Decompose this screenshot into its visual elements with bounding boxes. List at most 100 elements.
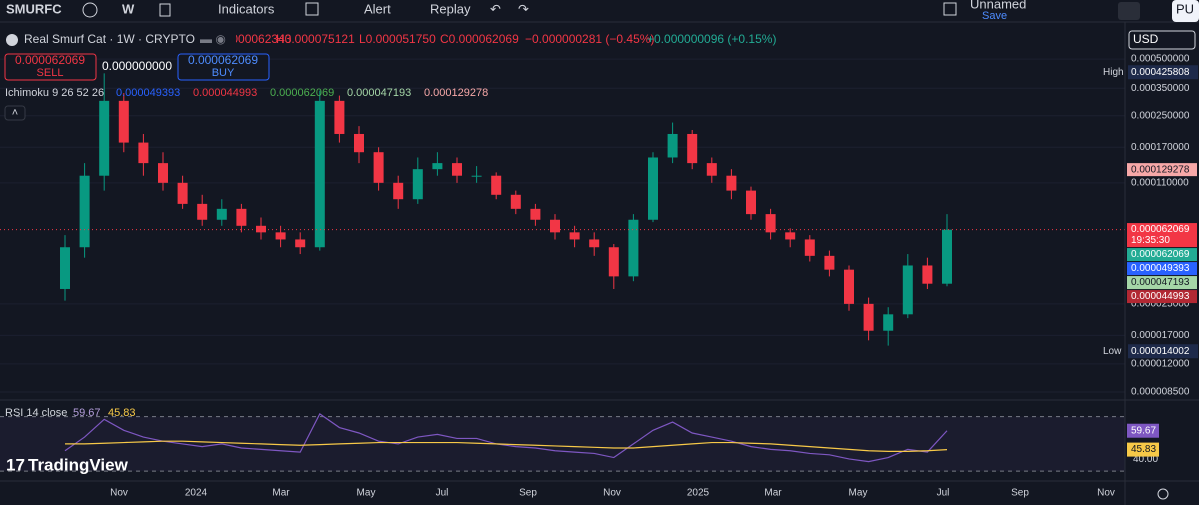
x-tick-label: Sep xyxy=(519,488,537,499)
candle-body xyxy=(765,214,776,233)
layout-name[interactable]: Unnamed xyxy=(970,0,1026,11)
ichimoku-value: 0.000044993 xyxy=(193,87,257,99)
checkbox[interactable] xyxy=(943,2,957,16)
collapse-icon[interactable]: ˄ xyxy=(12,107,18,119)
x-tick-label: 2025 xyxy=(687,488,710,499)
legend-high: H0.000075121 xyxy=(276,32,355,46)
collapse-button[interactable] xyxy=(4,105,26,121)
currency-select xyxy=(1128,30,1196,50)
x-tick-label: Nov xyxy=(603,488,621,499)
candle-body xyxy=(863,303,874,331)
templates[interactable] xyxy=(305,2,319,16)
settings[interactable] xyxy=(1157,488,1169,500)
candle-body xyxy=(648,157,658,220)
ichimoku-value: 0.000047193 xyxy=(347,87,411,99)
y-tick-label: 0.000012000 xyxy=(1131,358,1190,369)
toolbar xyxy=(0,0,1199,22)
save[interactable]: Save xyxy=(982,10,1007,22)
y-tick-label: 0.000008500 xyxy=(1131,387,1190,398)
candle-body xyxy=(726,175,737,191)
candle-body xyxy=(942,229,952,284)
candle-body xyxy=(687,133,698,164)
price-tag-label: 0.000062069 xyxy=(1131,224,1190,235)
candle-body xyxy=(432,163,443,170)
sell-price[interactable]: 0.000062069 xyxy=(15,53,85,67)
candle-body xyxy=(785,232,796,240)
y-tick-label: 0.000500000 xyxy=(1131,54,1190,65)
candle-body xyxy=(138,142,149,164)
candle-body xyxy=(452,163,462,176)
y-tick-label: 0.000017000 xyxy=(1131,330,1190,341)
x-tick-label: Mar xyxy=(764,488,782,499)
spread: 0.000000000 xyxy=(102,59,172,73)
candle-body xyxy=(569,232,580,240)
rsi-line xyxy=(64,413,948,463)
redo[interactable]: ↷ xyxy=(518,1,529,16)
interval[interactable]: W xyxy=(122,1,135,16)
candle-body xyxy=(334,100,345,134)
candle-body xyxy=(275,232,286,240)
publish[interactable]: PU xyxy=(1176,1,1194,16)
candle-body xyxy=(491,175,502,195)
candle-body xyxy=(60,247,70,289)
candle-body xyxy=(510,194,521,209)
low-label: Low xyxy=(1103,346,1122,357)
low-value: 0.000014002 xyxy=(1131,346,1190,357)
candle-body xyxy=(393,182,404,200)
x-tick-label: 2024 xyxy=(185,488,208,499)
low-tag xyxy=(1128,344,1198,359)
chart-type[interactable] xyxy=(159,3,171,17)
price-tag-label: 0.000047193 xyxy=(1131,277,1190,288)
candle-body xyxy=(197,203,208,220)
publish-button[interactable] xyxy=(1172,0,1199,22)
price-tag-label: 0.000044993 xyxy=(1131,291,1190,302)
buy-label[interactable]: BUY xyxy=(212,67,235,79)
ichimoku-label: Ichimoku 9 26 52 26 xyxy=(5,87,104,99)
candle-body xyxy=(295,239,306,248)
x-tick-label: May xyxy=(357,488,376,499)
symbol-logo xyxy=(6,34,18,46)
add-symbol[interactable] xyxy=(82,2,98,18)
rsi-value: 59.67 xyxy=(73,407,101,419)
symbol[interactable]: SMURFC xyxy=(6,1,62,16)
candle-body xyxy=(902,265,913,315)
fullscreen[interactable] xyxy=(1118,2,1140,20)
rsi-band xyxy=(0,416,1125,472)
undo[interactable]: ↶ xyxy=(490,1,501,16)
candle-body xyxy=(922,265,933,284)
candle-body xyxy=(883,314,894,331)
indicators[interactable]: Indicators xyxy=(218,1,275,16)
x-tick-label: Sep xyxy=(1011,488,1029,499)
price-tag-label: 0.000062069 xyxy=(1131,249,1190,260)
price-tag xyxy=(1127,248,1197,262)
candle-body xyxy=(354,133,364,153)
legend-change: −0.000000281 (−0.45%) xyxy=(525,32,654,46)
y-tick-label: 0.000110000 xyxy=(1131,177,1189,188)
high-tag xyxy=(1128,65,1198,80)
rsi-ma-tag xyxy=(1127,442,1159,457)
candle-body xyxy=(314,100,325,248)
high-label: High xyxy=(1103,67,1124,78)
candle-body xyxy=(824,255,835,270)
sell-button[interactable] xyxy=(4,53,97,81)
candle-body xyxy=(236,208,247,226)
candle-body xyxy=(373,152,384,183)
rsi-ma-line xyxy=(65,440,948,453)
y-tick-label: 0.000250000 xyxy=(1131,110,1190,121)
rsi-tag-label: 59.67 xyxy=(1131,425,1156,436)
price-tag xyxy=(1127,290,1197,304)
candle-body xyxy=(550,219,560,233)
legend-close: C0.000062069 xyxy=(440,32,519,46)
x-tick-label: Nov xyxy=(1097,488,1115,499)
candle-body xyxy=(216,208,227,220)
buy-price[interactable]: 0.000062069 xyxy=(188,53,258,67)
x-tick-label: May xyxy=(849,488,868,499)
buy-button[interactable] xyxy=(177,53,270,81)
alert[interactable]: Alert xyxy=(364,1,391,16)
candle-body xyxy=(177,182,188,204)
sell-label[interactable]: SELL xyxy=(37,67,64,79)
replay[interactable]: Replay xyxy=(430,1,471,16)
rsi-tag xyxy=(1127,423,1159,438)
y-tick-label: 0.000025000 xyxy=(1131,299,1190,310)
